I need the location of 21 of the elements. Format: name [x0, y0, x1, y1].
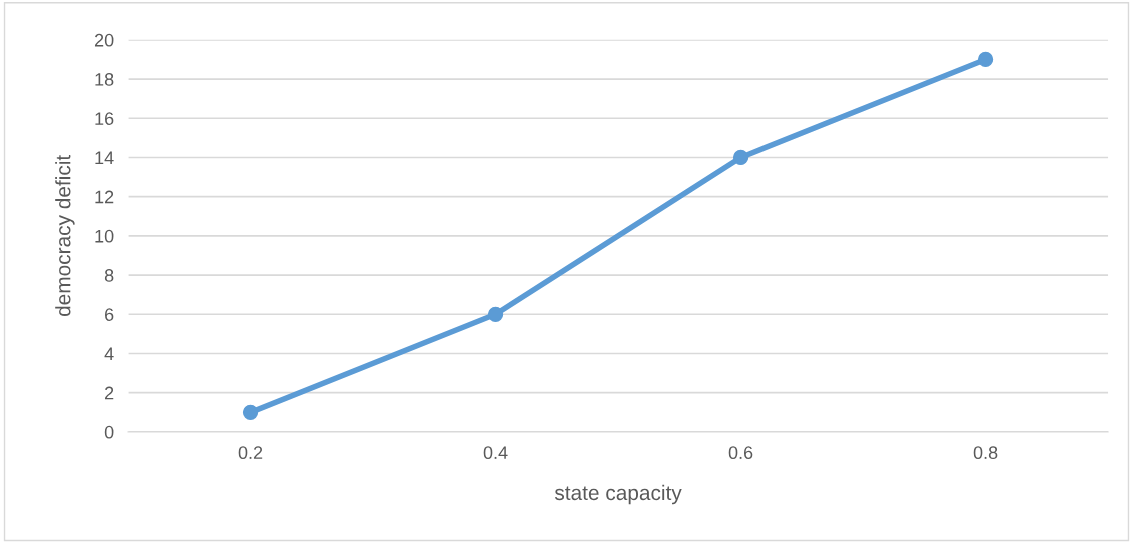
y-tick-label: 8: [104, 269, 114, 282]
y-tick-label: 16: [95, 112, 114, 125]
y-tick-label: 12: [95, 190, 114, 204]
x-tick-label: 0.8: [973, 446, 998, 460]
x-tick-label: 0.2: [238, 446, 263, 460]
point: [732, 149, 749, 166]
y-tick-label: 2: [105, 386, 114, 400]
y-tick-label: 6: [105, 308, 114, 321]
y-axis-title: democracy deficit: [55, 154, 75, 317]
point: [487, 306, 504, 322]
x-tick-label: 0.6: [728, 446, 753, 460]
x-axis-title: state capacity: [554, 484, 682, 505]
y-tick-label: 4: [104, 347, 114, 361]
y-tick-label: 10: [95, 229, 114, 243]
y-tick-label: 18: [95, 73, 114, 86]
point: [977, 51, 994, 68]
y-tick-label: 14: [95, 151, 114, 165]
x-tick-label: 0.4: [483, 446, 508, 460]
point: [242, 404, 259, 420]
y-tick-label: 20: [94, 33, 114, 47]
y-tick-label: 0: [104, 425, 114, 439]
